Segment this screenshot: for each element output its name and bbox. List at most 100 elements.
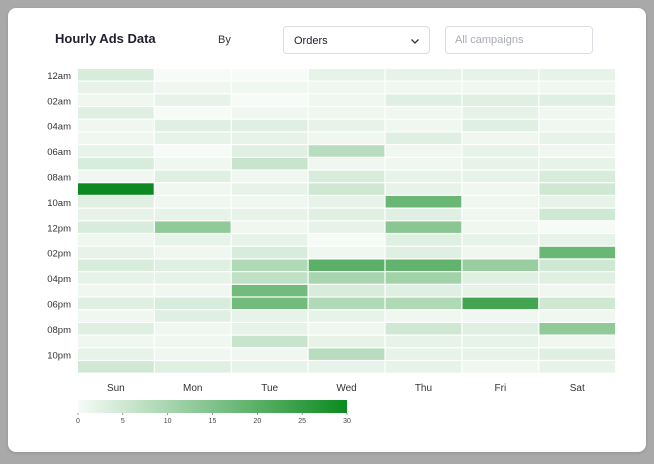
heatmap-cell (231, 107, 308, 119)
heatmap-cell (385, 69, 462, 81)
heatmap-cell (462, 196, 539, 208)
heatmap-cell (154, 272, 231, 284)
heatmap-cell (539, 183, 616, 195)
legend-tick-label: 25 (298, 418, 306, 425)
heatmap-cell (462, 284, 539, 297)
heatmap-cell (385, 132, 462, 144)
heatmap-cell (231, 221, 308, 233)
heatmap-cell (539, 297, 616, 310)
heatmap-cell (154, 183, 231, 195)
heatmap-cell (78, 196, 154, 208)
metric-select-value: Orders (294, 35, 328, 47)
legend-tick-label: 30 (343, 418, 351, 425)
heatmap-cell (308, 259, 385, 271)
heatmap-cell (78, 107, 154, 119)
heatmap-cell (78, 259, 154, 271)
heatmap-cell (231, 361, 308, 373)
legend-tick-label: 5 (121, 418, 125, 425)
y-tick-label: 10am (47, 198, 71, 209)
heatmap-cell (308, 145, 385, 157)
heatmap-cell (231, 157, 308, 170)
legend-tick-label: 10 (164, 418, 172, 425)
heatmap-cell (78, 348, 154, 360)
heatmap-cell (385, 196, 462, 208)
heatmap-cell (78, 234, 154, 246)
heatmap-cell (462, 272, 539, 284)
heatmap-cell (154, 107, 231, 119)
heatmap-cell (154, 234, 231, 246)
heatmap-cell (462, 297, 539, 310)
heatmap-cell (385, 323, 462, 335)
heatmap-cell (154, 132, 231, 144)
campaign-search-input[interactable] (445, 26, 593, 54)
heatmap-cell (385, 221, 462, 233)
heatmap-cell (78, 119, 154, 132)
x-tick-label: Sat (570, 383, 585, 394)
heatmap-cell (231, 297, 308, 310)
heatmap-cell (462, 259, 539, 271)
heatmap-cell (308, 94, 385, 106)
heatmap-cell (462, 221, 539, 233)
heatmap-cell (539, 284, 616, 297)
heatmap-cell (462, 323, 539, 335)
metric-select[interactable]: Orders (283, 26, 430, 54)
heatmap-cell (308, 81, 385, 94)
heatmap-cell (78, 297, 154, 310)
heatmap-cell (308, 361, 385, 373)
heatmap-chart: 12am 02am 04am 06am 08am 10am 12pm 02pm 04pm 06pm… (47, 69, 616, 425)
y-tick-label: 08am (47, 172, 71, 183)
heatmap-cell (539, 323, 616, 335)
heatmap-cell (539, 221, 616, 233)
heatmap-cell (78, 323, 154, 335)
heatmap-cell (154, 348, 231, 360)
y-tick-label: 12pm (47, 223, 71, 234)
x-tick-label: Fri (495, 383, 507, 394)
x-tick-label: Tue (261, 383, 278, 394)
heatmap-cell (78, 170, 154, 183)
x-tick-label: Sun (107, 383, 125, 394)
heatmap-cell (308, 157, 385, 170)
heatmap-cell (385, 170, 462, 183)
heatmap-cell (308, 221, 385, 233)
heatmap-cell (539, 145, 616, 157)
heatmap-cell (539, 81, 616, 94)
heatmap-cell (308, 170, 385, 183)
heatmap-cell (231, 94, 308, 106)
y-tick-label: 08pm (47, 325, 71, 336)
heatmap-cell (462, 361, 539, 373)
heatmap-cell (308, 310, 385, 322)
heatmap-cell (78, 310, 154, 322)
heatmap-cell (539, 208, 616, 221)
heatmap-cell (308, 132, 385, 144)
heatmap-cell (154, 119, 231, 132)
heatmap-cell (154, 284, 231, 297)
heatmap-cell (385, 107, 462, 119)
heatmap-cell (231, 132, 308, 144)
heatmap-cell (308, 107, 385, 119)
y-tick-label: 04pm (47, 274, 71, 285)
heatmap-cell (231, 119, 308, 132)
heatmap-cell (385, 234, 462, 246)
heatmap-cell (78, 145, 154, 157)
heatmap-cell (231, 310, 308, 322)
heatmap-cell (231, 348, 308, 360)
heatmap-cell (78, 69, 154, 81)
heatmap-cell (385, 119, 462, 132)
heatmap-cell (231, 246, 308, 259)
heatmap-cell (231, 208, 308, 221)
heatmap-cell (385, 284, 462, 297)
heatmap-cell (539, 196, 616, 208)
heatmap-cell (308, 284, 385, 297)
heatmap-cell (385, 94, 462, 106)
heatmap-cell (231, 335, 308, 348)
heatmap-cell (308, 272, 385, 284)
heatmap-cell (539, 259, 616, 271)
heatmap-cell (78, 183, 154, 195)
heatmap-cell (462, 208, 539, 221)
heatmap-cell (462, 335, 539, 348)
heatmap-cell (539, 119, 616, 132)
y-tick-label: 04am (47, 122, 71, 133)
heatmap-cell (154, 170, 231, 183)
heatmap-cell (308, 208, 385, 221)
heatmap-cell (462, 119, 539, 132)
